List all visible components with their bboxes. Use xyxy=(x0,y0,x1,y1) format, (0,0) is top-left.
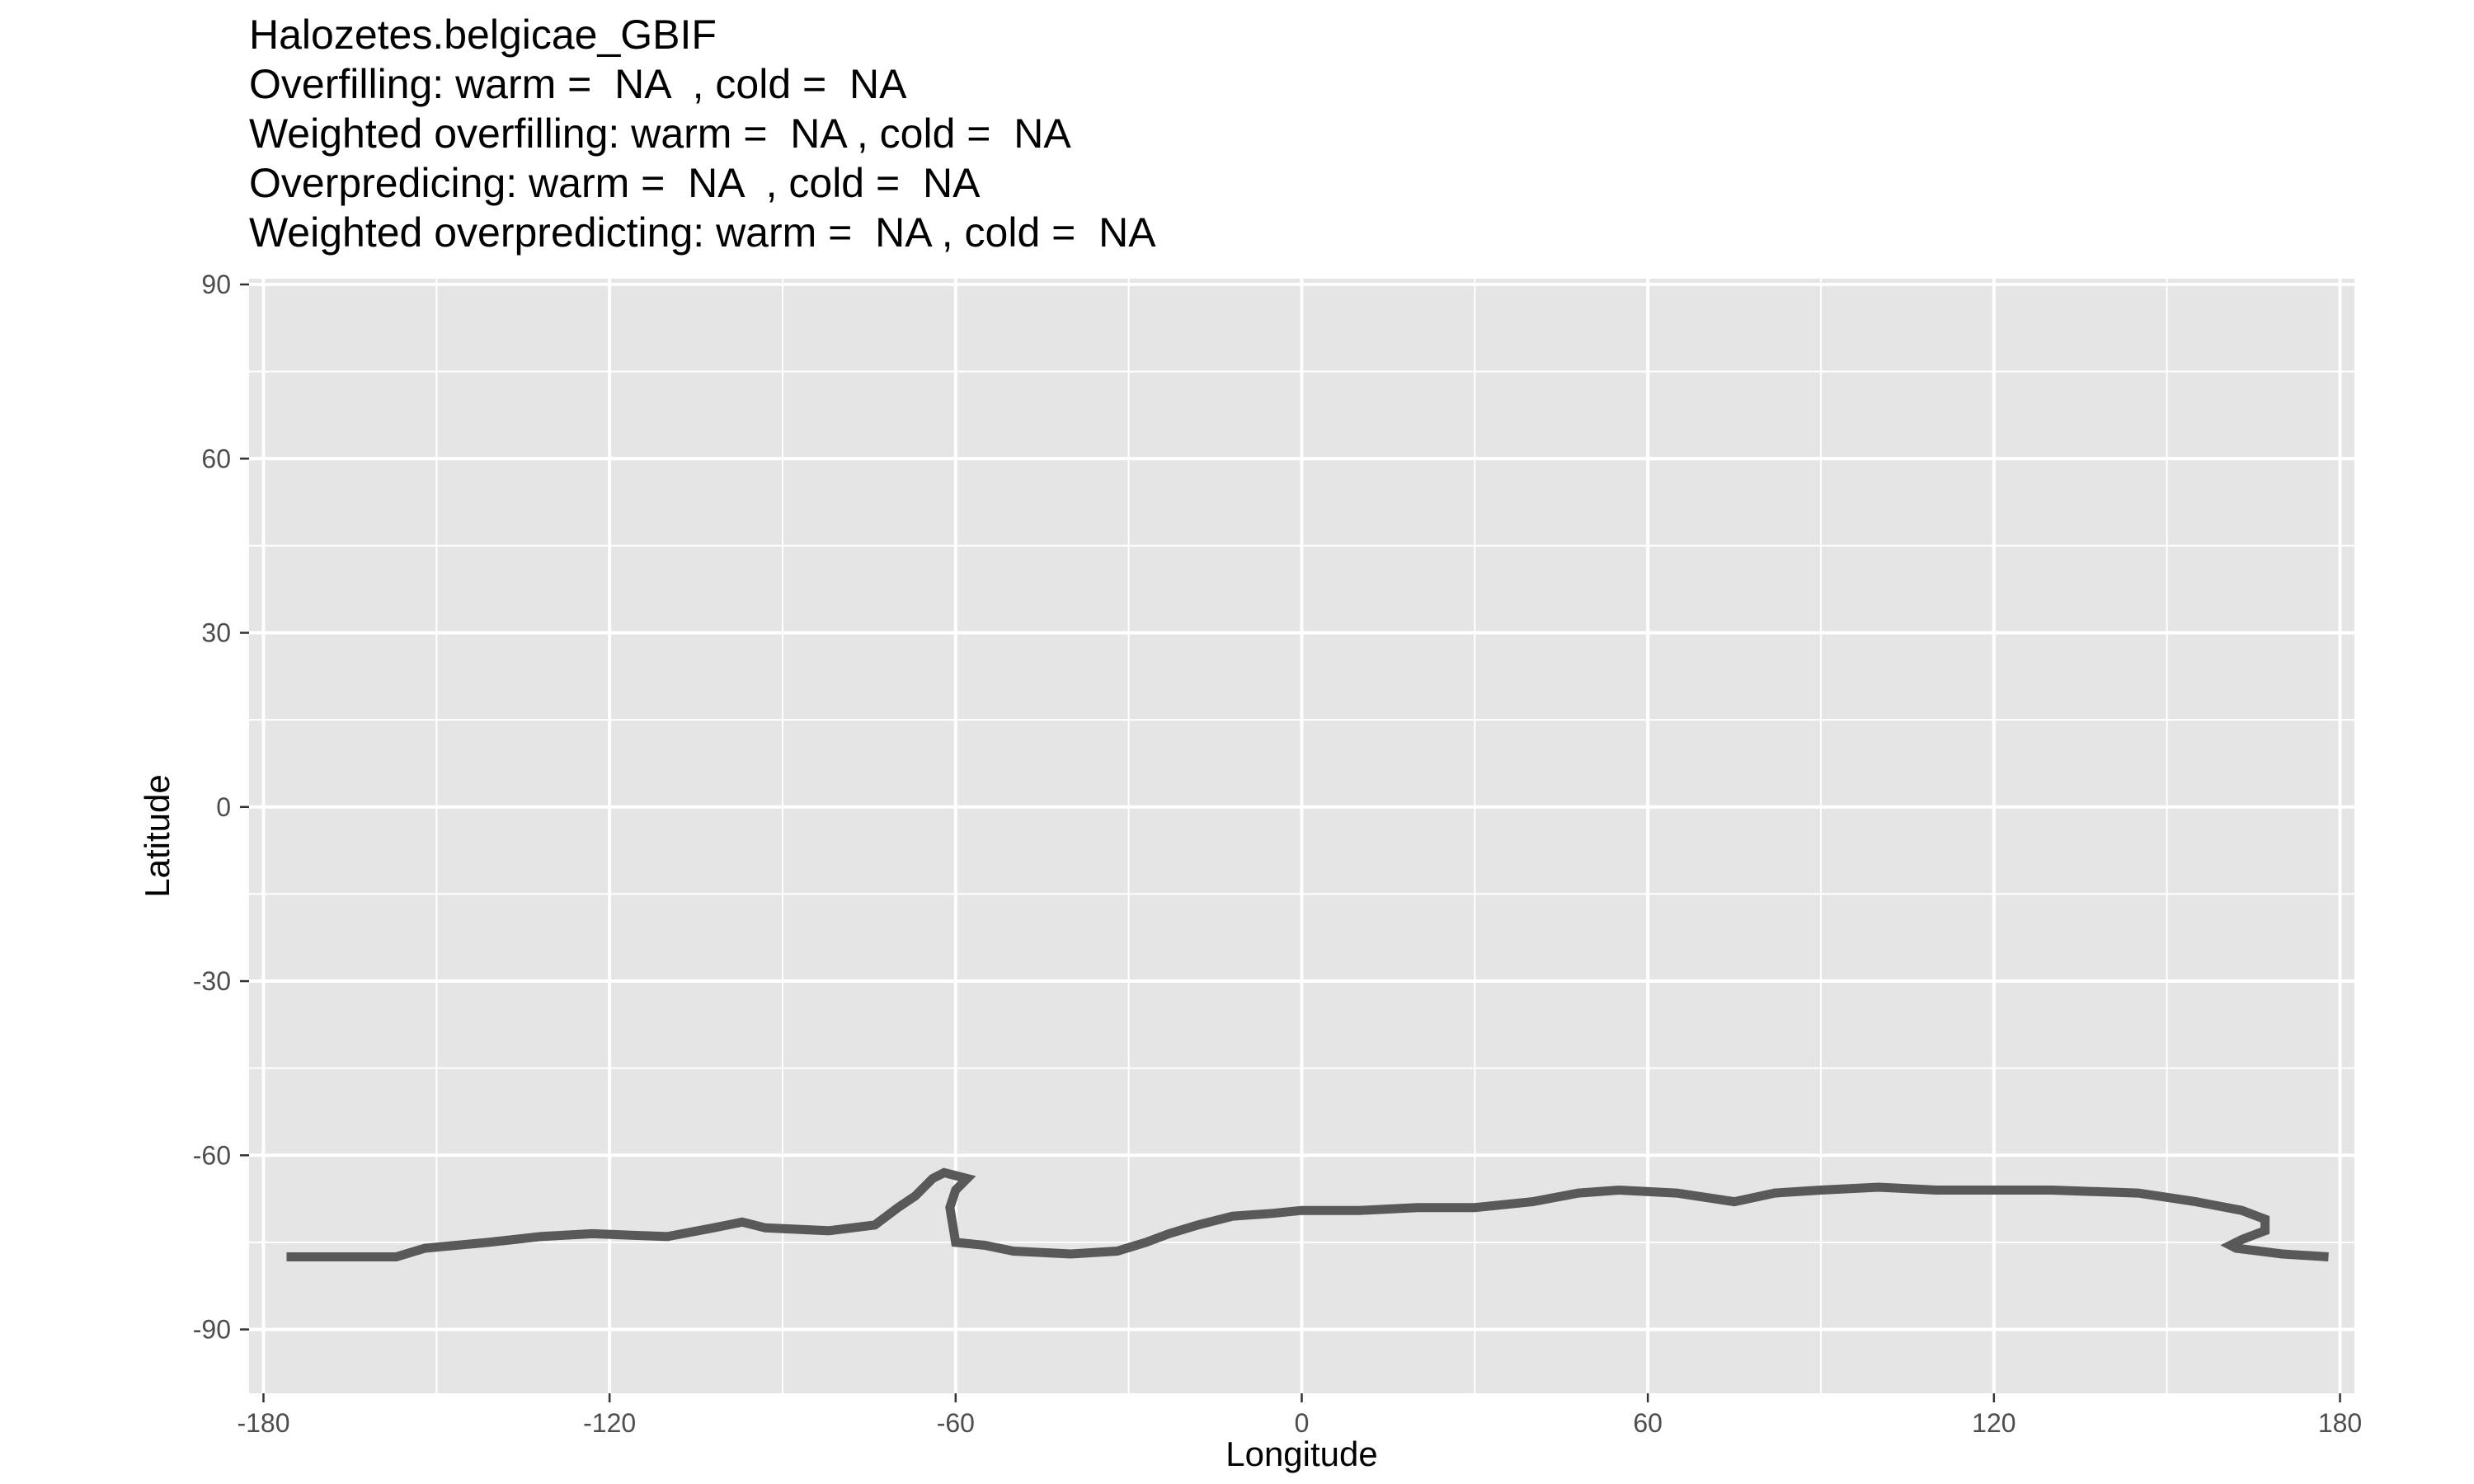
y-tick-label: -60 xyxy=(193,1140,231,1170)
title-line-species: Halozetes.belgicae_GBIF xyxy=(249,12,717,58)
series-layer xyxy=(286,1167,2329,1261)
x-tick-label: -180 xyxy=(237,1408,289,1438)
x-tick-label: 60 xyxy=(1633,1408,1663,1438)
title-line-weighted-overfilling: Weighted overfilling: warm = NA , cold =… xyxy=(249,110,1071,157)
x-tick-label: 120 xyxy=(1972,1408,2015,1438)
y-axis-title: Latitude xyxy=(138,774,176,897)
title-line-weighted-overpredicting: Weighted overpredicting: warm = NA , col… xyxy=(249,209,1156,256)
y-tick-label: 30 xyxy=(201,618,231,648)
x-axis-title: Longitude xyxy=(1225,1435,1378,1473)
y-tick-label: 90 xyxy=(201,270,231,299)
title-line-overpredicting: Overpredicing: warm = NA , cold = NA xyxy=(249,160,981,206)
major-gridlines xyxy=(249,279,2354,1393)
x-tick-label: -120 xyxy=(583,1408,636,1438)
title-line-overfilling: Overfilling: warm = NA , cold = NA xyxy=(249,61,907,107)
x-tick-label: 180 xyxy=(2318,1408,2362,1438)
y-axis: 90 60 30 0 -30 -60 -90 xyxy=(193,270,249,1345)
y-tick-label: -30 xyxy=(193,966,231,996)
y-tick-label: 0 xyxy=(216,792,231,822)
x-tick-label: 0 xyxy=(1295,1408,1310,1438)
x-tick-label: -60 xyxy=(937,1408,975,1438)
y-tick-label: -90 xyxy=(193,1315,231,1345)
chart-title: Halozetes.belgicae_GBIF Overfilling: war… xyxy=(249,10,1156,257)
y-tick-label: 60 xyxy=(201,444,231,473)
series-line-0 xyxy=(286,1167,2329,1261)
x-axis: -180 -120 -60 0 60 120 180 xyxy=(237,1393,2362,1438)
